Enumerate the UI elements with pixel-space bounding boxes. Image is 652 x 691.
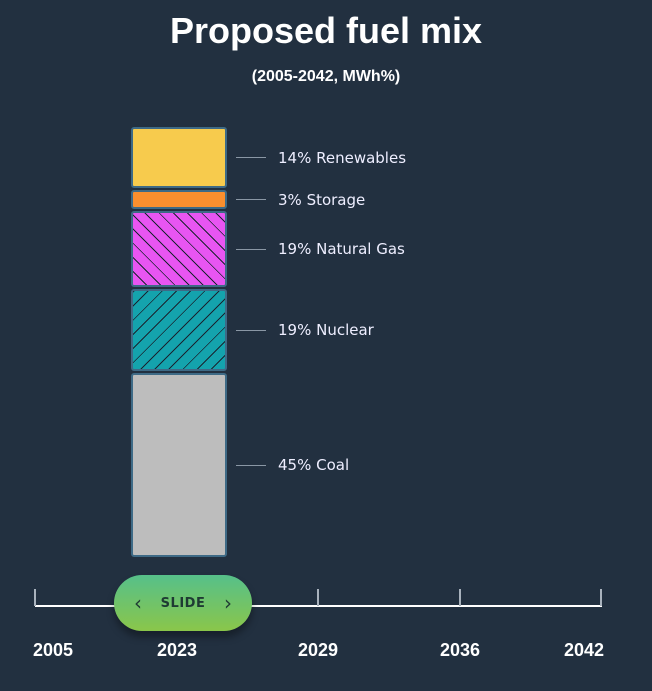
legend-text: 3% Storage <box>278 190 366 209</box>
chart-title: Proposed fuel mix <box>169 10 483 51</box>
bar-segment-natural-gas <box>131 211 227 287</box>
legend-text: 19% Natural Gas <box>278 240 405 258</box>
year-slider-handle[interactable]: ‹ SLIDE › <box>114 575 252 631</box>
chevron-left-icon[interactable]: ‹ <box>134 591 142 615</box>
leader-line <box>236 329 266 331</box>
leader-line <box>236 157 266 158</box>
legend-text: 19% Nuclear <box>278 321 374 339</box>
timeline-tick <box>600 589 602 606</box>
legend-label: 45% Coal <box>236 455 349 475</box>
legend-text: 45% Coal <box>278 456 350 474</box>
year-label-2036[interactable]: 2036 <box>439 640 481 660</box>
timeline-axis <box>35 605 602 607</box>
legend-label: 14% Renewables <box>236 148 406 168</box>
year-label-2042[interactable]: 2042 <box>563 640 605 660</box>
bar-segment-nuclear <box>131 289 227 371</box>
leader-line <box>236 199 266 200</box>
legend-label: 19% Nuclear <box>236 320 374 340</box>
chevron-right-icon[interactable]: › <box>224 591 232 615</box>
timeline-tick <box>459 589 461 606</box>
slider-label: SLIDE <box>160 595 206 611</box>
year-label-2029[interactable]: 2029 <box>297 640 339 660</box>
bar-segment-storage <box>131 190 227 209</box>
year-label-2023[interactable]: 2023 <box>156 640 198 660</box>
chart-subtitle: (2005-2042, MWh%) <box>251 68 401 85</box>
year-label-2005[interactable]: 2005 <box>32 640 74 660</box>
legend-label: 3% Storage <box>236 190 365 210</box>
bar-segment-renewables <box>131 127 227 188</box>
leader-line <box>236 464 266 466</box>
timeline-tick <box>34 589 36 606</box>
leader-line <box>236 248 266 250</box>
timeline-tick <box>317 589 319 606</box>
stacked-bar <box>131 127 227 557</box>
legend-text: 14% Renewables <box>278 148 407 167</box>
legend-label: 19% Natural Gas <box>236 239 405 259</box>
bar-segment-coal <box>131 373 227 557</box>
